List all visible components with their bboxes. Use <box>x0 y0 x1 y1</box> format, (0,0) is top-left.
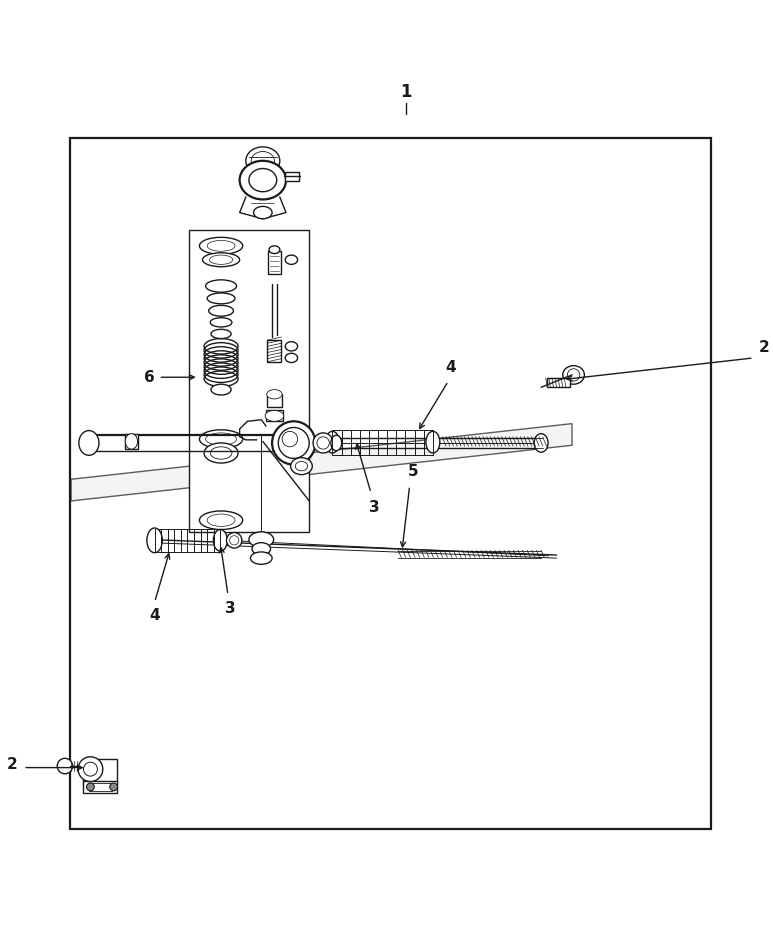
Ellipse shape <box>285 255 298 264</box>
Bar <box>125 433 138 449</box>
Ellipse shape <box>295 462 308 471</box>
Text: 3: 3 <box>225 602 236 617</box>
Text: 4: 4 <box>445 360 456 375</box>
Ellipse shape <box>254 207 272 219</box>
Ellipse shape <box>313 433 333 453</box>
Ellipse shape <box>251 151 274 170</box>
Ellipse shape <box>79 431 99 455</box>
Ellipse shape <box>272 421 315 464</box>
Ellipse shape <box>199 237 243 255</box>
Ellipse shape <box>199 511 243 529</box>
Text: 3: 3 <box>369 500 380 515</box>
Ellipse shape <box>285 341 298 351</box>
Text: 4: 4 <box>149 608 160 623</box>
Ellipse shape <box>57 759 73 774</box>
Ellipse shape <box>207 293 235 304</box>
Ellipse shape <box>125 433 138 449</box>
Bar <box>267 340 281 362</box>
Ellipse shape <box>199 430 243 448</box>
Ellipse shape <box>207 241 235 251</box>
Ellipse shape <box>209 306 233 316</box>
Bar <box>189 230 309 532</box>
Ellipse shape <box>204 443 238 463</box>
Ellipse shape <box>209 255 233 264</box>
Ellipse shape <box>325 431 339 453</box>
Ellipse shape <box>331 435 342 450</box>
Text: 2: 2 <box>759 340 770 354</box>
Ellipse shape <box>249 168 277 192</box>
Ellipse shape <box>285 353 298 363</box>
Ellipse shape <box>147 528 162 553</box>
Ellipse shape <box>249 532 274 547</box>
Ellipse shape <box>252 542 271 555</box>
Bar <box>285 172 299 180</box>
Ellipse shape <box>230 536 239 545</box>
Ellipse shape <box>269 246 280 254</box>
Ellipse shape <box>207 514 235 526</box>
Ellipse shape <box>250 552 272 564</box>
Ellipse shape <box>213 529 227 551</box>
Ellipse shape <box>83 762 97 776</box>
Ellipse shape <box>291 458 312 475</box>
Bar <box>266 411 283 421</box>
Bar <box>83 781 117 793</box>
Ellipse shape <box>87 783 94 791</box>
Ellipse shape <box>110 783 117 791</box>
Text: 5: 5 <box>407 464 418 479</box>
Ellipse shape <box>267 389 282 399</box>
Ellipse shape <box>282 431 298 446</box>
Polygon shape <box>71 424 572 501</box>
Ellipse shape <box>211 329 231 338</box>
Text: 6: 6 <box>144 369 155 384</box>
Ellipse shape <box>206 433 237 446</box>
Ellipse shape <box>226 533 242 548</box>
Ellipse shape <box>278 428 309 459</box>
Bar <box>268 251 281 274</box>
Ellipse shape <box>265 411 284 421</box>
Ellipse shape <box>426 431 440 453</box>
Ellipse shape <box>211 384 231 395</box>
Bar <box>70 137 711 829</box>
Ellipse shape <box>240 161 286 199</box>
Bar <box>547 378 570 387</box>
Ellipse shape <box>317 437 329 449</box>
Text: 2: 2 <box>6 757 17 772</box>
Text: 1: 1 <box>400 83 411 101</box>
Ellipse shape <box>206 280 237 292</box>
Bar <box>83 760 117 784</box>
Ellipse shape <box>534 433 548 452</box>
Ellipse shape <box>563 366 584 384</box>
Ellipse shape <box>203 253 240 267</box>
Ellipse shape <box>246 147 280 175</box>
Ellipse shape <box>78 757 103 781</box>
Ellipse shape <box>567 368 580 381</box>
Bar <box>267 394 282 407</box>
Ellipse shape <box>210 446 232 459</box>
Bar <box>89 783 112 791</box>
Ellipse shape <box>210 318 232 327</box>
